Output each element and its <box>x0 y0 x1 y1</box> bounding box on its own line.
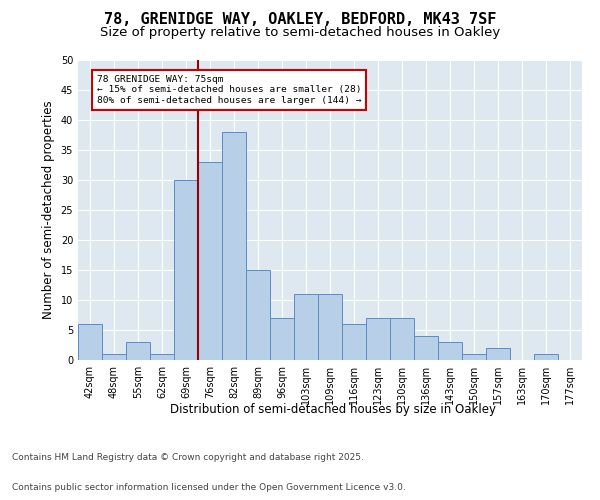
Y-axis label: Number of semi-detached properties: Number of semi-detached properties <box>42 100 55 320</box>
Bar <box>294 294 318 360</box>
Text: 78 GRENIDGE WAY: 75sqm
← 15% of semi-detached houses are smaller (28)
80% of sem: 78 GRENIDGE WAY: 75sqm ← 15% of semi-det… <box>97 75 362 105</box>
Bar <box>318 294 342 360</box>
Text: Size of property relative to semi-detached houses in Oakley: Size of property relative to semi-detach… <box>100 26 500 39</box>
Bar <box>126 342 150 360</box>
Bar <box>390 318 414 360</box>
Bar <box>462 354 486 360</box>
Bar <box>222 132 246 360</box>
Text: Contains HM Land Registry data © Crown copyright and database right 2025.: Contains HM Land Registry data © Crown c… <box>12 454 364 462</box>
Text: Contains public sector information licensed under the Open Government Licence v3: Contains public sector information licen… <box>12 484 406 492</box>
Bar <box>270 318 294 360</box>
Bar <box>198 162 222 360</box>
Bar <box>102 354 126 360</box>
Bar <box>486 348 510 360</box>
Bar <box>342 324 366 360</box>
Bar <box>414 336 438 360</box>
Bar <box>174 180 198 360</box>
Bar <box>438 342 462 360</box>
Bar <box>246 270 270 360</box>
Bar <box>150 354 174 360</box>
Text: 78, GRENIDGE WAY, OAKLEY, BEDFORD, MK43 7SF: 78, GRENIDGE WAY, OAKLEY, BEDFORD, MK43 … <box>104 12 496 28</box>
Bar <box>534 354 558 360</box>
Bar <box>78 324 102 360</box>
Bar <box>366 318 390 360</box>
Text: Distribution of semi-detached houses by size in Oakley: Distribution of semi-detached houses by … <box>170 402 496 415</box>
